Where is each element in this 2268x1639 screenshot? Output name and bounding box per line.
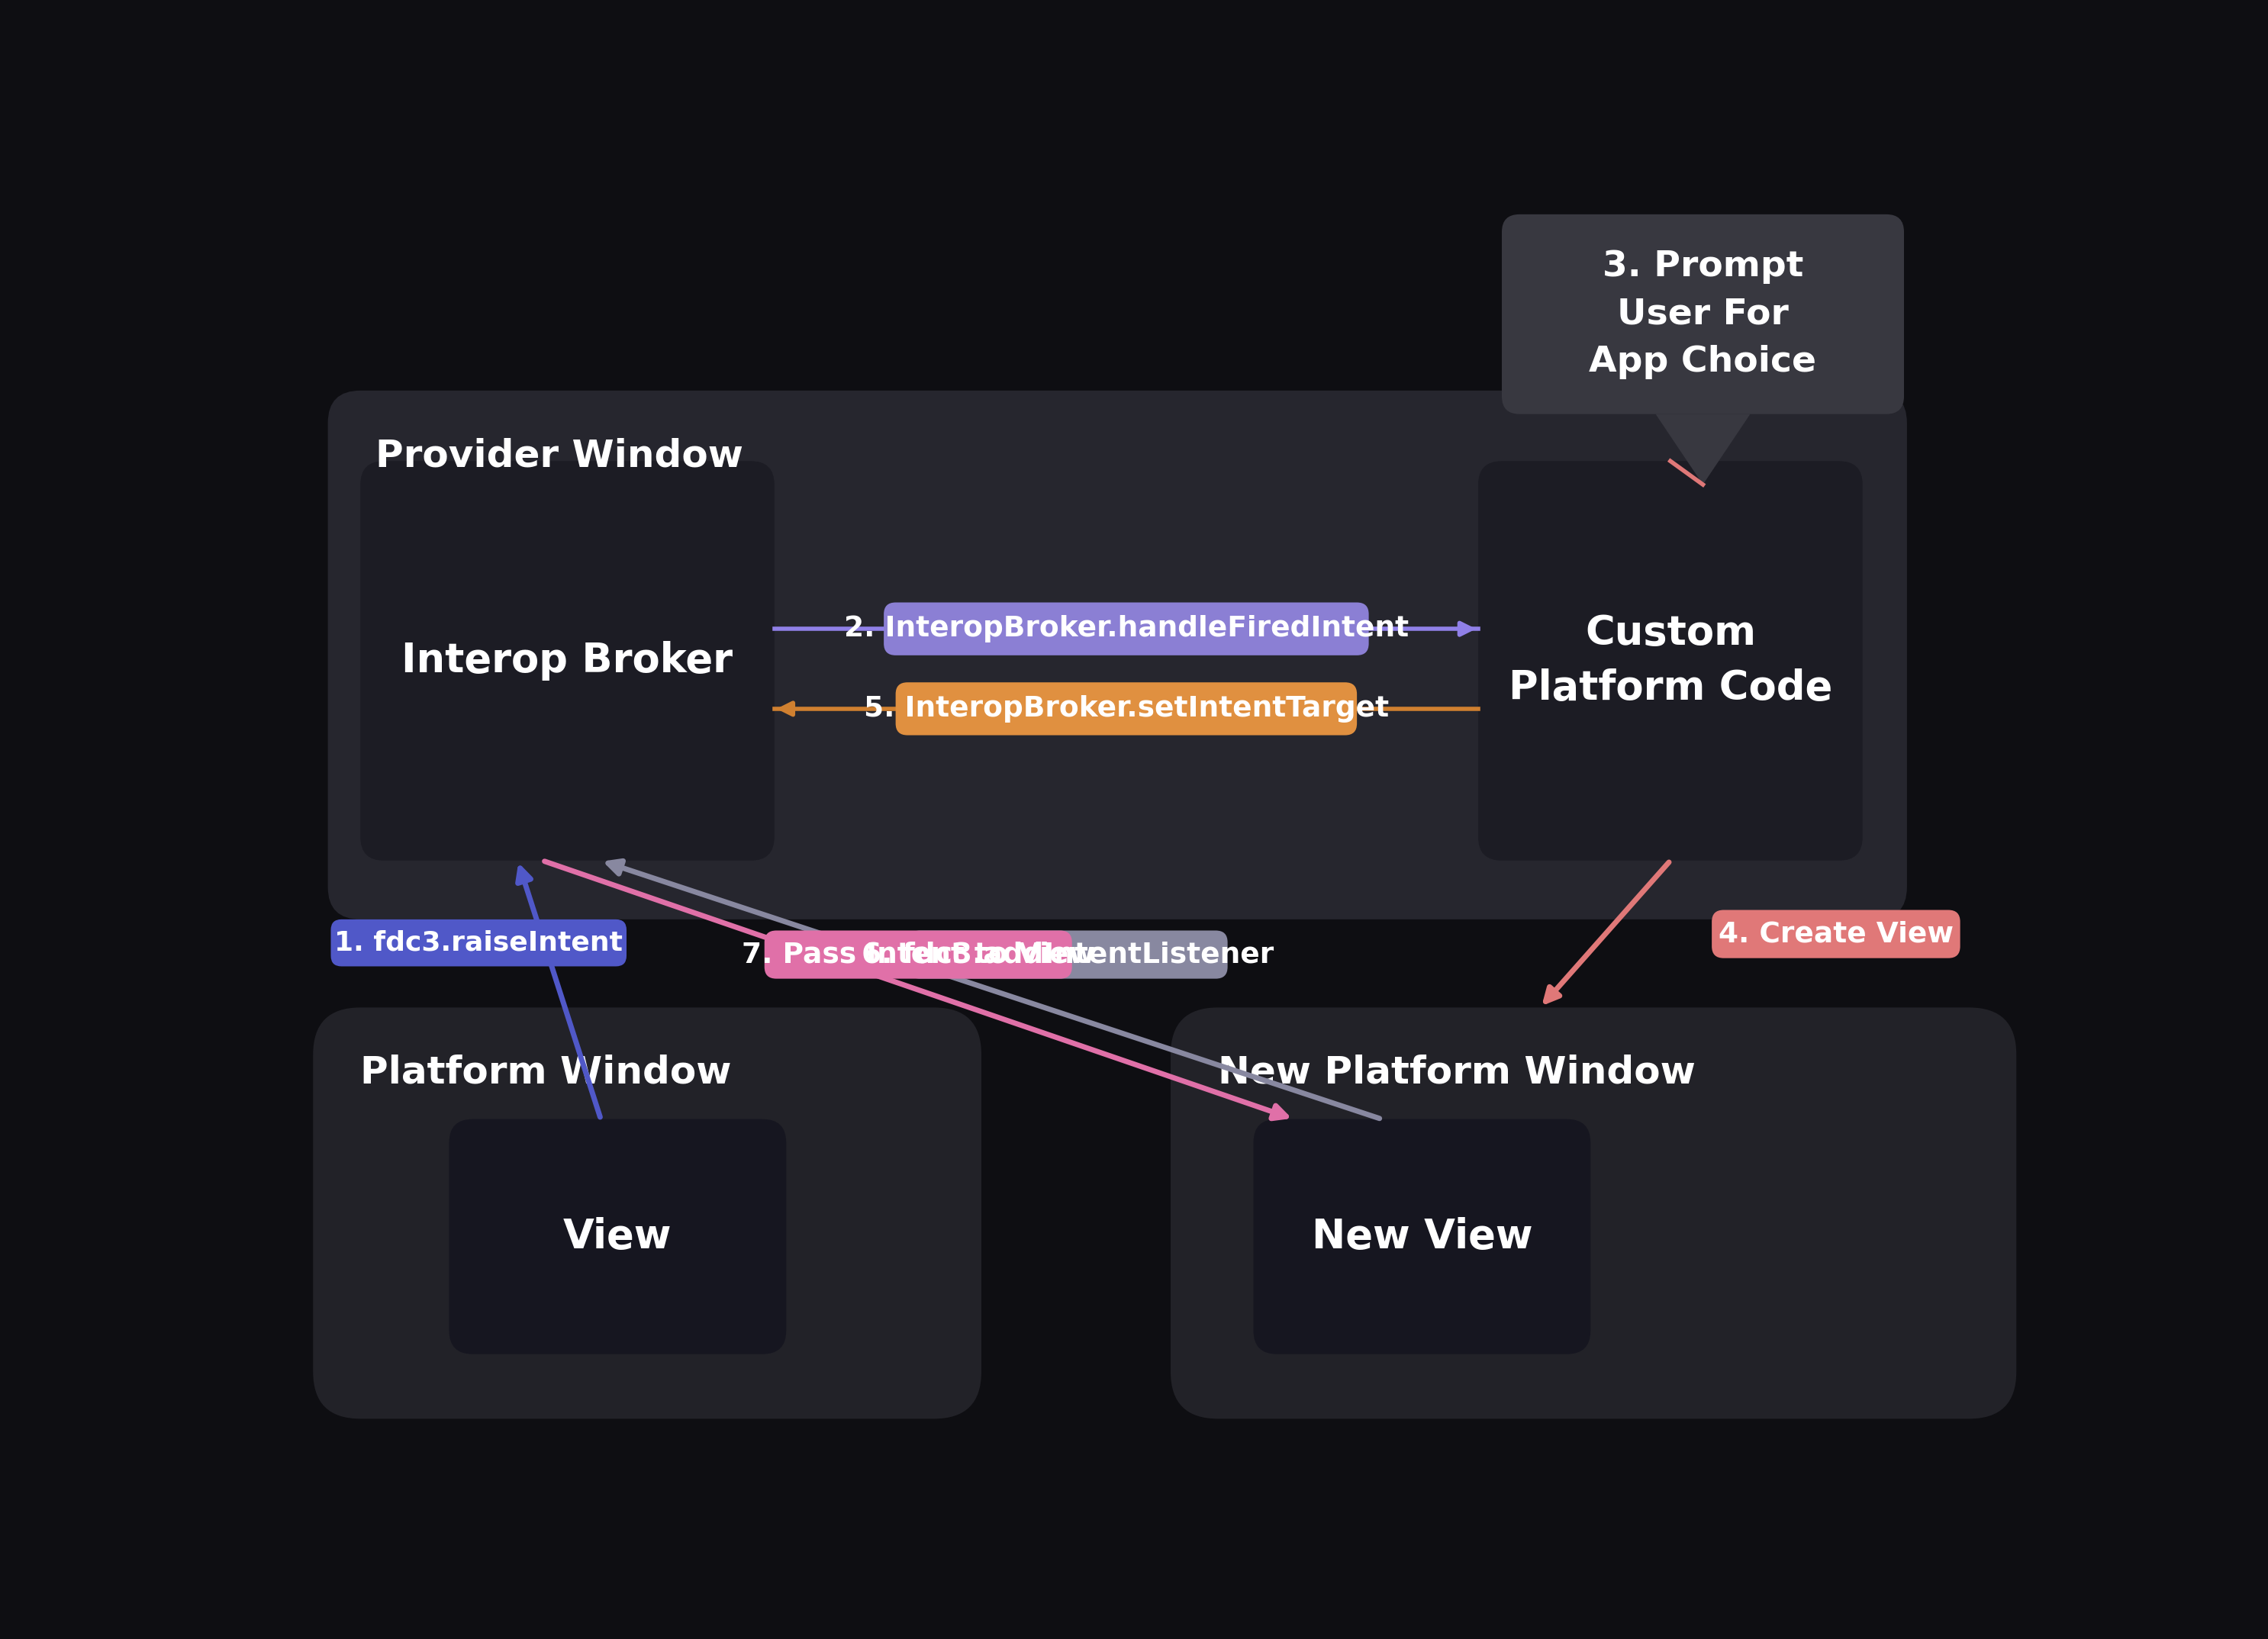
Text: Custom
Platform Code: Custom Platform Code <box>1508 613 1833 708</box>
FancyBboxPatch shape <box>1501 215 1905 415</box>
FancyBboxPatch shape <box>361 461 773 860</box>
FancyBboxPatch shape <box>313 1008 982 1419</box>
FancyBboxPatch shape <box>885 603 1370 656</box>
Text: 4. Create View: 4. Create View <box>1719 921 1953 947</box>
Text: 2. InteropBroker.handleFiredIntent: 2. InteropBroker.handleFiredIntent <box>844 615 1408 642</box>
Text: 7. Pass Intent to View: 7. Pass Intent to View <box>742 941 1095 969</box>
Text: New View: New View <box>1311 1216 1533 1257</box>
Polygon shape <box>1656 415 1751 485</box>
Text: 3. Prompt
User For
App Choice: 3. Prompt User For App Choice <box>1590 249 1817 379</box>
FancyBboxPatch shape <box>907 931 1227 978</box>
FancyBboxPatch shape <box>1479 461 1862 860</box>
FancyBboxPatch shape <box>449 1119 787 1354</box>
Text: 5. InteropBroker.setIntentTarget: 5. InteropBroker.setIntentTarget <box>864 695 1388 723</box>
Text: New Platform Window: New Platform Window <box>1218 1054 1696 1092</box>
Text: 6. fdc3.addIntentListener: 6. fdc3.addIntentListener <box>862 941 1275 969</box>
FancyBboxPatch shape <box>764 931 1073 978</box>
Text: View: View <box>562 1216 671 1257</box>
FancyBboxPatch shape <box>896 682 1356 736</box>
Text: Interop Broker: Interop Broker <box>401 641 733 680</box>
FancyBboxPatch shape <box>1170 1008 2016 1419</box>
Text: Provider Window: Provider Window <box>374 438 744 474</box>
FancyBboxPatch shape <box>329 390 1907 919</box>
FancyBboxPatch shape <box>331 919 626 967</box>
FancyBboxPatch shape <box>1712 910 1960 959</box>
FancyBboxPatch shape <box>1254 1119 1590 1354</box>
Text: 1. fdc3.raiseIntent: 1. fdc3.raiseIntent <box>333 929 624 956</box>
Text: Platform Window: Platform Window <box>361 1054 733 1092</box>
